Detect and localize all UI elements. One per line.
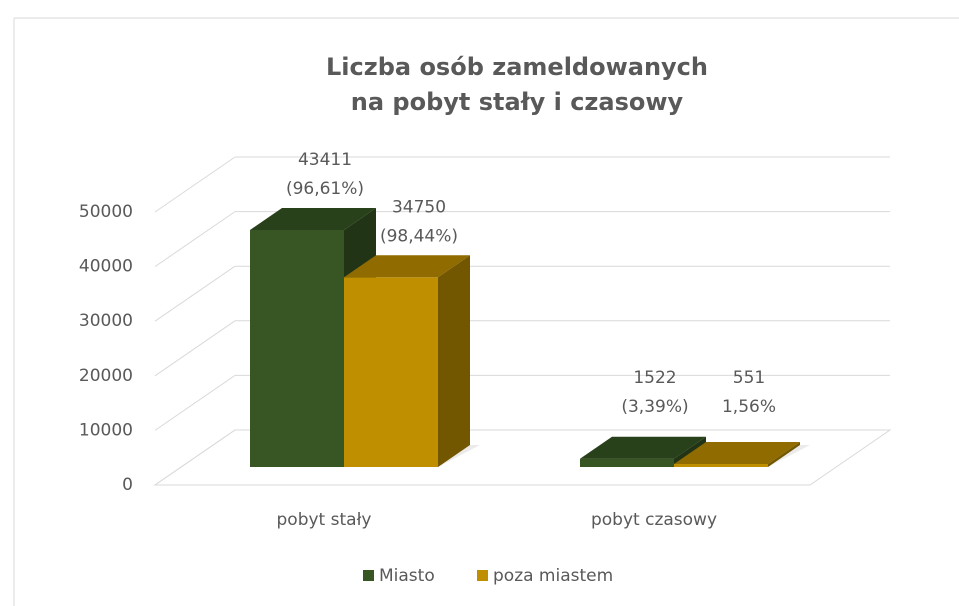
data-label: 34750 — [392, 197, 446, 217]
data-label: (3,39%) — [621, 397, 688, 417]
grid-line — [154, 265, 236, 322]
y-tick-label: 10000 — [79, 420, 133, 440]
legend-swatch — [363, 570, 374, 581]
chart-title: na pobyt stały i czasowy — [351, 88, 684, 116]
data-label: (98,44%) — [380, 226, 458, 246]
bar — [674, 463, 768, 467]
grid-line — [154, 156, 236, 213]
grid-line — [154, 374, 236, 431]
grid-line — [154, 211, 236, 268]
bar-top — [674, 441, 800, 464]
legend-label: Miasto — [379, 566, 435, 586]
data-label: 1,56% — [722, 397, 776, 417]
data-label: 43411 — [298, 150, 352, 170]
bar-top — [344, 255, 470, 278]
legend-label: poza miastem — [493, 566, 613, 586]
bar — [580, 458, 674, 467]
x-tick-label: pobyt czasowy — [591, 510, 717, 530]
data-label: 551 — [733, 368, 765, 388]
x-tick-label: pobyt stały — [277, 510, 372, 530]
legend-swatch — [477, 570, 488, 581]
bar-side — [768, 441, 800, 467]
y-tick-label: 20000 — [79, 366, 133, 386]
bar — [250, 229, 344, 467]
y-tick-label: 30000 — [79, 311, 133, 331]
data-label: (96,61%) — [286, 179, 364, 199]
data-label: 1522 — [633, 368, 676, 388]
bar-top — [250, 207, 376, 230]
chart-title: Liczba osób zameldowanych — [326, 53, 708, 81]
grid-line — [154, 429, 236, 486]
y-tick-label: 50000 — [79, 202, 133, 222]
bar — [344, 277, 438, 467]
grid-line — [154, 320, 236, 377]
bar-side — [438, 255, 470, 467]
y-tick-label: 0 — [122, 475, 133, 495]
bar-top — [580, 436, 706, 459]
y-tick-label: 40000 — [79, 257, 133, 277]
